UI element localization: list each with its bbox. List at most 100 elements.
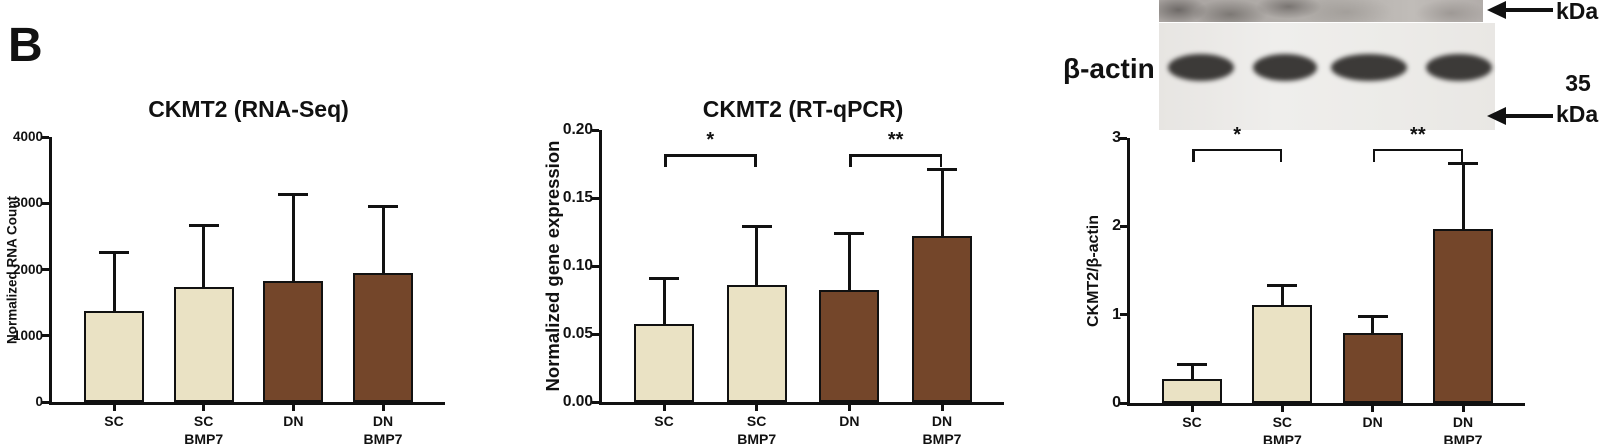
error-bar-cap bbox=[278, 193, 309, 197]
error-bar-cap bbox=[741, 225, 772, 229]
error-bar-line bbox=[291, 193, 295, 283]
beta-actin-label: β-actin bbox=[1063, 53, 1155, 84]
error-bar-cap bbox=[927, 168, 957, 172]
chart-title-rnaseq: CKMT2 (RNA-Seq) bbox=[148, 96, 349, 122]
error-bar-cap bbox=[1357, 314, 1388, 318]
error-bar-line bbox=[1371, 314, 1375, 335]
x-category-label: DN BMP7 bbox=[363, 413, 403, 444]
arrow-left-icon bbox=[1487, 107, 1506, 125]
y-tick bbox=[592, 128, 599, 132]
y-tick-label: 0.00 bbox=[562, 393, 593, 410]
x-tick bbox=[112, 405, 116, 411]
bar-sc bbox=[84, 310, 144, 402]
y-tick bbox=[592, 400, 599, 404]
x-category-label: DN bbox=[283, 413, 304, 429]
x-category-label: DN BMP7 bbox=[1443, 414, 1483, 444]
error-bar-cap bbox=[1267, 283, 1298, 287]
x-category-label: DN bbox=[839, 413, 860, 429]
error-bar-line bbox=[202, 224, 206, 289]
molecular-weight-35: 35 bbox=[1565, 70, 1591, 96]
error-bar-cap bbox=[1448, 161, 1478, 165]
significance-bracket-end bbox=[849, 154, 852, 168]
y-tick-label: 2 bbox=[1112, 217, 1121, 235]
x-category-label: SC bbox=[1182, 414, 1202, 430]
y-tick-label: 1000 bbox=[12, 327, 43, 343]
y-tick-label: 0 bbox=[35, 394, 43, 409]
x-tick bbox=[202, 405, 206, 411]
beta-actin-band-lane-3 bbox=[1331, 54, 1407, 81]
significance-label: * bbox=[706, 129, 715, 152]
y-tick bbox=[42, 201, 49, 205]
error-bar-cap bbox=[368, 205, 398, 209]
y-tick bbox=[592, 196, 599, 200]
y-tick-label: 0.15 bbox=[562, 189, 593, 206]
chart-western-quant-plot: CKMT2/β-actin 0 1 2 3 SC SC BMP7 DN DN BMP7 * ** bbox=[1085, 125, 1525, 444]
x-tick bbox=[755, 405, 759, 411]
y-axis-label-rtqpcr: Normalized gene expression bbox=[542, 140, 563, 392]
error-bar-line bbox=[1190, 363, 1194, 381]
y-tick-label: 3000 bbox=[12, 195, 43, 211]
chart-rnaseq-plot: Normalized RNA Count 0 1000 2000 3000 4000 SC… bbox=[5, 129, 445, 444]
significance-label: * bbox=[1233, 123, 1242, 146]
x-tick bbox=[381, 405, 385, 411]
bar-sc bbox=[634, 324, 694, 402]
bar-sc-bmp7 bbox=[173, 287, 234, 402]
error-bar-cap bbox=[1177, 363, 1207, 367]
significance-bracket bbox=[664, 154, 757, 157]
y-tick-label: 3 bbox=[1112, 129, 1121, 146]
x-category-label: SC BMP7 bbox=[737, 413, 777, 444]
bar-dn-bmp7 bbox=[1433, 228, 1493, 403]
error-bar-line bbox=[1280, 283, 1284, 306]
y-tick-label: 4000 bbox=[12, 129, 43, 144]
error-bar-line bbox=[940, 168, 944, 238]
x-tick bbox=[847, 405, 851, 411]
significance-bracket-end bbox=[1460, 148, 1463, 162]
bar-sc bbox=[1162, 379, 1222, 403]
x-tick bbox=[291, 405, 295, 411]
arrow-line bbox=[1503, 8, 1553, 12]
y-tick bbox=[1120, 136, 1127, 140]
beta-actin-band-lane-4 bbox=[1426, 54, 1492, 81]
error-bar-cap bbox=[99, 250, 129, 254]
error-bar-line bbox=[847, 232, 851, 292]
significance-bracket-end bbox=[939, 154, 942, 168]
bar-dn bbox=[819, 290, 880, 402]
significance-bracket bbox=[1192, 148, 1283, 152]
y-tick bbox=[1120, 401, 1127, 405]
significance-bracket-end bbox=[754, 154, 757, 168]
x-category-label: SC bbox=[654, 413, 674, 429]
error-bar-line bbox=[755, 225, 759, 287]
bar-sc-bmp7 bbox=[1252, 304, 1313, 403]
error-bar-cap bbox=[834, 232, 865, 235]
significance-label: ** bbox=[1410, 123, 1426, 146]
error-bar-cap bbox=[188, 224, 219, 228]
arrow-line bbox=[1503, 114, 1553, 118]
significance-bracket-end bbox=[1192, 148, 1195, 162]
y-tick bbox=[42, 268, 49, 271]
beta-actin-band-lane-2 bbox=[1253, 54, 1317, 81]
beta-actin-band-lane-1 bbox=[1168, 54, 1234, 81]
x-category-label: DN BMP7 bbox=[922, 413, 962, 444]
kda-label-top: kDa bbox=[1556, 0, 1599, 24]
y-axis-label-western-quant: CKMT2/β-actin bbox=[1085, 214, 1102, 327]
significance-label: ** bbox=[887, 129, 904, 152]
y-tick bbox=[1120, 313, 1127, 317]
kda-label-bottom: kDa bbox=[1556, 101, 1599, 127]
panel-label: B bbox=[8, 19, 43, 72]
x-tick bbox=[1461, 406, 1465, 412]
x-tick bbox=[1371, 406, 1375, 412]
y-tick-label: 0 bbox=[1112, 394, 1121, 411]
chart-title-rtqpcr: CKMT2 (RT-qPCR) bbox=[702, 96, 904, 122]
bar-sc-bmp7 bbox=[726, 285, 787, 402]
y-tick bbox=[42, 334, 49, 338]
significance-bracket bbox=[849, 154, 942, 157]
x-category-label: SC BMP7 bbox=[184, 413, 224, 444]
bar-dn bbox=[263, 281, 324, 402]
y-tick bbox=[592, 264, 599, 268]
y-tick-label: 1 bbox=[1112, 305, 1121, 323]
x-tick bbox=[940, 405, 944, 411]
error-bar-line bbox=[112, 250, 116, 312]
significance-bracket-end bbox=[1372, 148, 1376, 162]
x-category-label: SC BMP7 bbox=[1262, 414, 1302, 444]
